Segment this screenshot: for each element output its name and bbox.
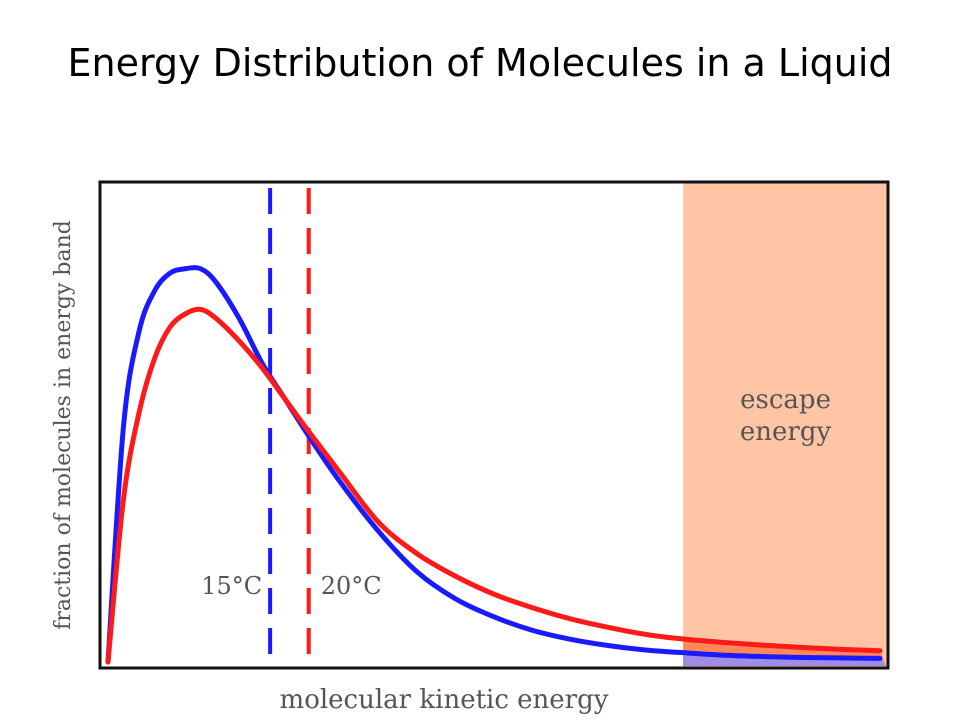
x-axis-label: molecular kinetic energy	[280, 685, 609, 715]
series-line	[105, 306, 883, 665]
plot-frame	[98, 180, 890, 670]
region-label-line: escape	[740, 385, 831, 415]
marker-label-20c: 20°C	[321, 572, 382, 600]
region-label-line: energy	[740, 417, 832, 447]
slide-title: Energy Distribution of Molecules in a Li…	[67, 41, 893, 85]
marker-label-15c: 15°C	[201, 572, 262, 600]
y-axis-label: fraction of molecules in energy band	[51, 220, 76, 630]
escape-energy-region	[683, 182, 888, 668]
series-line	[105, 265, 883, 665]
series-layer	[105, 265, 883, 665]
regions-layer	[683, 182, 888, 668]
